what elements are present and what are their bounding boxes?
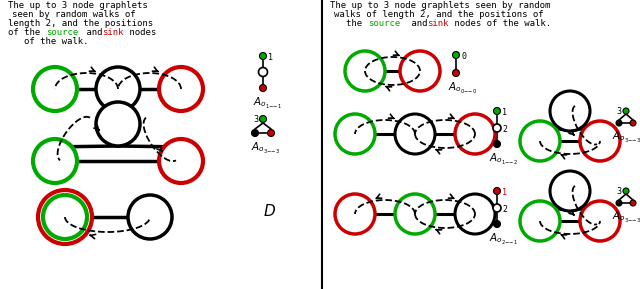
Text: and: and [81, 28, 108, 37]
Text: 1: 1 [268, 53, 273, 62]
Circle shape [520, 201, 560, 241]
Circle shape [493, 188, 500, 194]
Circle shape [33, 67, 77, 111]
Circle shape [455, 194, 495, 234]
Text: 3: 3 [616, 187, 621, 196]
Circle shape [252, 129, 259, 136]
Circle shape [335, 114, 375, 154]
Text: $A_{o_{3\mathsf{-\!-}3}}$: $A_{o_{3\mathsf{-\!-}3}}$ [612, 130, 640, 145]
Text: 2: 2 [502, 125, 507, 134]
Circle shape [520, 121, 560, 161]
Text: source: source [46, 28, 78, 37]
Circle shape [550, 171, 590, 211]
Circle shape [159, 67, 203, 111]
Text: length 2, and the positions: length 2, and the positions [8, 19, 153, 28]
Text: and: and [406, 19, 433, 28]
Text: 3: 3 [616, 107, 621, 116]
Circle shape [96, 102, 140, 146]
Text: sink: sink [427, 19, 449, 28]
Text: $A_{o_{2\mathsf{-\!-}1}}$: $A_{o_{2\mathsf{-\!-}1}}$ [489, 232, 519, 247]
Circle shape [400, 51, 440, 91]
Circle shape [580, 121, 620, 161]
Circle shape [96, 67, 140, 111]
Circle shape [259, 84, 266, 92]
Circle shape [159, 139, 203, 183]
Circle shape [259, 116, 266, 123]
Text: the: the [346, 19, 367, 28]
Text: source: source [368, 19, 400, 28]
Circle shape [623, 108, 629, 114]
Circle shape [395, 194, 435, 234]
Circle shape [493, 124, 501, 132]
Circle shape [493, 108, 500, 114]
Text: The up to 3 node graphlets: The up to 3 node graphlets [8, 1, 148, 10]
Circle shape [493, 140, 500, 147]
Text: $A_{o_{1\mathsf{-\!-}2}}$: $A_{o_{1\mathsf{-\!-}2}}$ [489, 152, 519, 167]
Circle shape [345, 51, 385, 91]
Text: nodes: nodes [124, 28, 156, 37]
Text: 2: 2 [502, 205, 507, 214]
Text: $A_{o_{0\mathsf{-\!-}0}}$: $A_{o_{0\mathsf{-\!-}0}}$ [448, 81, 478, 96]
Circle shape [259, 53, 266, 60]
Text: 0: 0 [461, 52, 466, 61]
Circle shape [452, 69, 460, 77]
Text: $A_{o_{1\mathsf{-\!-}1}}$: $A_{o_{1\mathsf{-\!-}1}}$ [253, 96, 283, 111]
Text: sink: sink [102, 28, 124, 37]
Text: $A_{o_{3\mathsf{-\!-}3}}$: $A_{o_{3\mathsf{-\!-}3}}$ [612, 210, 640, 225]
Circle shape [630, 120, 636, 126]
Text: The up to 3 node graphlets seen by random: The up to 3 node graphlets seen by rando… [330, 1, 550, 10]
Text: $D$: $D$ [264, 203, 276, 219]
Circle shape [493, 204, 501, 212]
Circle shape [33, 139, 77, 183]
Circle shape [616, 200, 622, 206]
Circle shape [580, 201, 620, 241]
Text: 1: 1 [502, 108, 507, 117]
Circle shape [259, 68, 268, 77]
Circle shape [630, 200, 636, 206]
Circle shape [550, 91, 590, 131]
Text: walks of length 2, and the positions of: walks of length 2, and the positions of [334, 10, 543, 19]
Circle shape [452, 51, 460, 58]
Circle shape [395, 114, 435, 154]
Text: seen by random walks of: seen by random walks of [12, 10, 136, 19]
Text: of the: of the [8, 28, 45, 37]
Circle shape [623, 188, 629, 194]
Circle shape [493, 221, 500, 227]
Text: of the walk.: of the walk. [24, 37, 88, 46]
Circle shape [268, 129, 275, 136]
Text: $A_{o_{3\mathsf{-\!-}3}}$: $A_{o_{3\mathsf{-\!-}3}}$ [251, 141, 281, 156]
Circle shape [128, 195, 172, 239]
Text: 1: 1 [502, 188, 507, 197]
Circle shape [43, 195, 87, 239]
Circle shape [616, 120, 622, 126]
Text: 3: 3 [253, 115, 258, 124]
Circle shape [455, 114, 495, 154]
Circle shape [38, 190, 92, 244]
Text: nodes of the walk.: nodes of the walk. [449, 19, 551, 28]
Circle shape [335, 194, 375, 234]
